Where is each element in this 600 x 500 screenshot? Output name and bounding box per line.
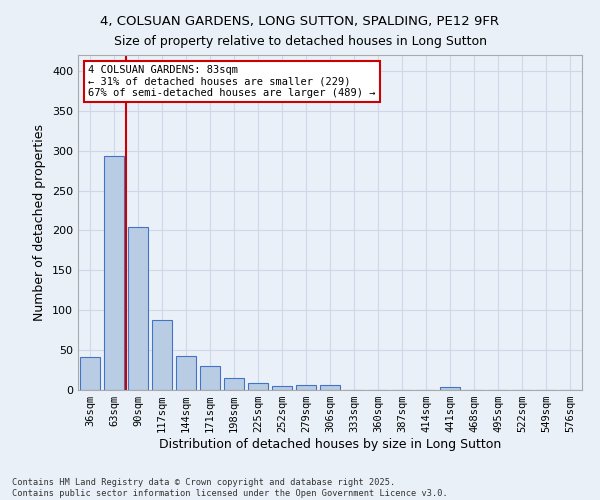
Bar xyxy=(128,228,148,390)
Bar xyxy=(224,378,244,390)
Y-axis label: Number of detached properties: Number of detached properties xyxy=(34,124,46,321)
Text: 4 COLSUAN GARDENS: 83sqm
← 31% of detached houses are smaller (229)
67% of semi-: 4 COLSUAN GARDENS: 83sqm ← 31% of detach… xyxy=(88,65,376,98)
Text: Size of property relative to detached houses in Long Sutton: Size of property relative to detached ho… xyxy=(113,35,487,48)
Bar xyxy=(200,366,220,390)
Bar xyxy=(320,385,340,390)
Bar xyxy=(440,387,460,390)
Bar xyxy=(296,385,316,390)
Bar xyxy=(152,320,172,390)
Bar xyxy=(104,156,124,390)
Text: Contains HM Land Registry data © Crown copyright and database right 2025.
Contai: Contains HM Land Registry data © Crown c… xyxy=(12,478,448,498)
Bar xyxy=(248,383,268,390)
Text: 4, COLSUAN GARDENS, LONG SUTTON, SPALDING, PE12 9FR: 4, COLSUAN GARDENS, LONG SUTTON, SPALDIN… xyxy=(101,15,499,28)
X-axis label: Distribution of detached houses by size in Long Sutton: Distribution of detached houses by size … xyxy=(159,438,501,451)
Bar xyxy=(80,358,100,390)
Bar xyxy=(176,356,196,390)
Bar xyxy=(272,386,292,390)
